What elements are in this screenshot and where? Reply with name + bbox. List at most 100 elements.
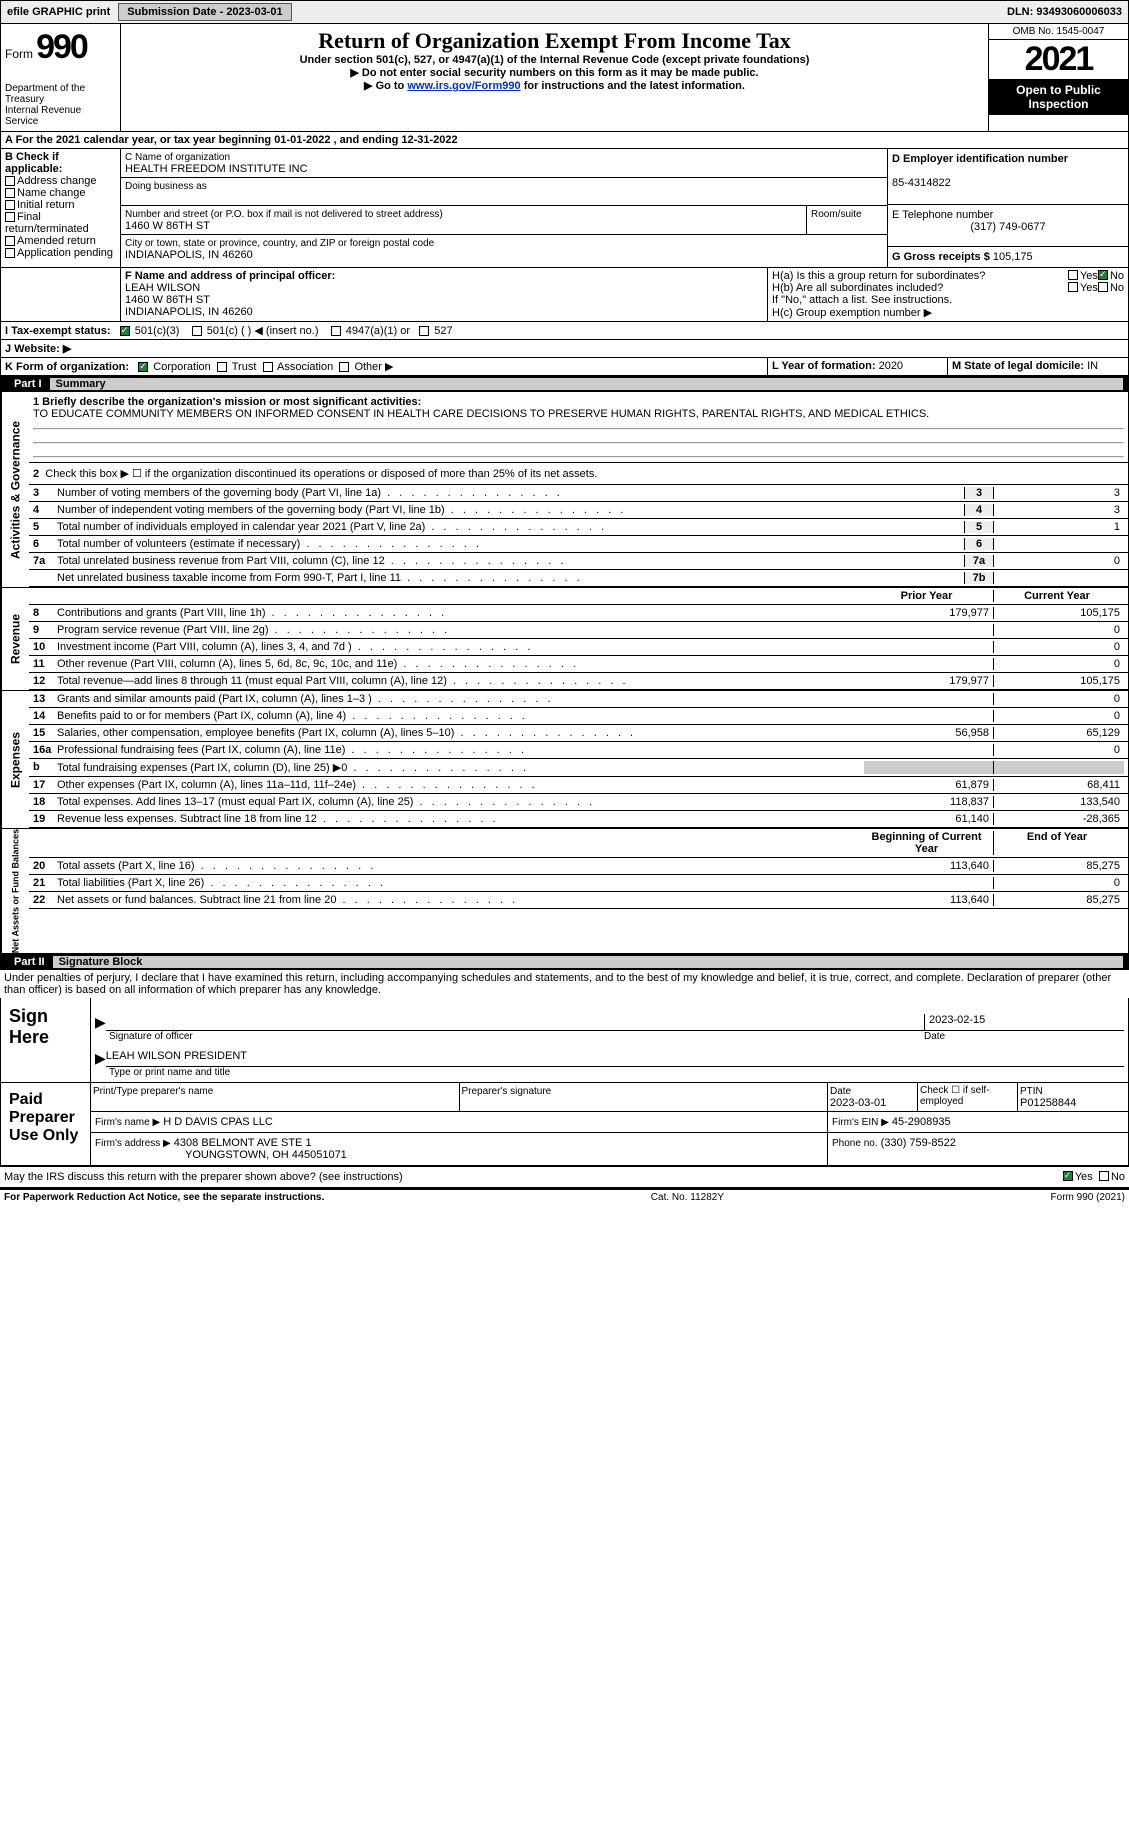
- org-info-row: B Check if applicable: Address change Na…: [0, 149, 1129, 268]
- ha-no[interactable]: [1098, 270, 1108, 280]
- topbar: efile GRAPHIC print Submission Date - 20…: [0, 0, 1129, 24]
- check-527[interactable]: [419, 326, 429, 336]
- table-row: 11 Other revenue (Part VIII, column (A),…: [29, 656, 1128, 673]
- begin-year-header: Beginning of Current Year: [864, 831, 994, 855]
- checkbox-name[interactable]: [5, 188, 15, 198]
- side-revenue: Revenue: [1, 588, 29, 690]
- penalties-text: Under penalties of perjury, I declare th…: [0, 970, 1129, 998]
- table-row: 5 Total number of individuals employed i…: [29, 519, 1128, 536]
- footer: For Paperwork Reduction Act Notice, see …: [0, 1189, 1129, 1205]
- form-org-row: K Form of organization: Corporation Trus…: [0, 358, 1129, 376]
- side-governance: Activities & Governance: [1, 392, 29, 587]
- omb-label: OMB No. 1545-0047: [989, 24, 1128, 40]
- efile-label: efile GRAPHIC print: [1, 6, 116, 18]
- arrow-icon: ▶: [95, 1050, 106, 1067]
- m-label: M State of legal domicile:: [952, 360, 1084, 372]
- dba-label: Doing business as: [125, 181, 207, 192]
- form-subtitle: Under section 501(c), 527, or 4947(a)(1)…: [125, 54, 984, 66]
- expenses-section: Expenses 13 Grants and similar amounts p…: [0, 691, 1129, 829]
- table-row: 9 Program service revenue (Part VIII, li…: [29, 622, 1128, 639]
- netassets-section: Net Assets or Fund Balances Beginning of…: [0, 829, 1129, 954]
- period-row: A For the 2021 calendar year, or tax yea…: [0, 132, 1129, 149]
- room-label: Room/suite: [811, 209, 862, 220]
- irs-link[interactable]: www.irs.gov/Form990: [407, 80, 520, 92]
- preparer-label: Paid Preparer Use Only: [1, 1083, 91, 1165]
- table-row: 8 Contributions and grants (Part VIII, l…: [29, 605, 1128, 622]
- form-title: Return of Organization Exempt From Incom…: [125, 28, 984, 54]
- table-row: 18 Total expenses. Add lines 13–17 (must…: [29, 794, 1128, 811]
- prior-year-header: Prior Year: [864, 590, 994, 602]
- end-year-header: End of Year: [994, 831, 1124, 855]
- h-note: If "No," attach a list. See instructions…: [772, 294, 1124, 306]
- checkbox-amended[interactable]: [5, 236, 15, 246]
- note2-pre: ▶ Go to: [364, 80, 407, 92]
- check-501c[interactable]: [192, 326, 202, 336]
- check-501c3[interactable]: [120, 326, 130, 336]
- part-i-header: Part I Summary: [0, 376, 1129, 392]
- sig-officer-label: Signature of officer: [109, 1031, 924, 1042]
- b-label: B Check if applicable:: [5, 151, 62, 175]
- check-4947[interactable]: [331, 326, 341, 336]
- e-label: E Telephone number: [892, 209, 993, 221]
- hb-no[interactable]: [1098, 282, 1108, 292]
- website-row: J Website: ▶: [0, 340, 1129, 358]
- dept-label: Department of the Treasury: [5, 83, 85, 105]
- officer-addr2: INDIANAPOLIS, IN 46260: [125, 306, 253, 318]
- org-city: INDIANAPOLIS, IN 46260: [125, 249, 253, 261]
- revenue-section: Revenue Prior Year Current Year 8 Contri…: [0, 588, 1129, 691]
- f-label: F Name and address of principal officer:: [125, 270, 335, 282]
- period-text: A For the 2021 calendar year, or tax yea…: [1, 132, 1128, 148]
- hb-yes[interactable]: [1068, 282, 1078, 292]
- submission-button[interactable]: Submission Date - 2023-03-01: [118, 3, 291, 21]
- table-row: 3 Number of voting members of the govern…: [29, 485, 1128, 502]
- hc-label: H(c) Group exemption number ▶: [772, 306, 1124, 319]
- part-ii-title: Signature Block: [53, 956, 1123, 968]
- discuss-no[interactable]: [1099, 1171, 1109, 1181]
- part-ii-header: Part II Signature Block: [0, 954, 1129, 970]
- checkbox-initial[interactable]: [5, 200, 15, 210]
- tax-status-row: I Tax-exempt status: 501(c)(3) 501(c) ( …: [0, 322, 1129, 340]
- form-label: Form: [5, 47, 33, 61]
- check-assoc[interactable]: [263, 362, 273, 372]
- cat-no: Cat. No. 11282Y: [651, 1192, 724, 1203]
- m-value: IN: [1087, 360, 1098, 372]
- addr-label: Number and street (or P.O. box if mail i…: [125, 209, 443, 220]
- checkbox-final[interactable]: [5, 212, 15, 222]
- mission-text: TO EDUCATE COMMUNITY MEMBERS ON INFORMED…: [33, 408, 929, 420]
- table-row: 21 Total liabilities (Part X, line 26) 0: [29, 875, 1128, 892]
- table-row: 15 Salaries, other compensation, employe…: [29, 725, 1128, 742]
- irs-label: Internal Revenue Service: [5, 105, 81, 127]
- open-inspection: Open to Public Inspection: [989, 79, 1128, 115]
- officer-name: LEAH WILSON: [125, 282, 200, 294]
- checkbox-address[interactable]: [5, 176, 15, 186]
- form-footer: Form 990 (2021): [1051, 1192, 1125, 1203]
- note2-post: for instructions and the latest informat…: [521, 80, 745, 92]
- org-name: HEALTH FREEDOM INSTITUTE INC: [125, 163, 308, 175]
- table-row: 14 Benefits paid to or for members (Part…: [29, 708, 1128, 725]
- l-value: 2020: [879, 360, 903, 372]
- hb-label: H(b) Are all subordinates included?: [772, 282, 1068, 294]
- form-note1: ▶ Do not enter social security numbers o…: [125, 66, 984, 79]
- table-row: 19 Revenue less expenses. Subtract line …: [29, 811, 1128, 828]
- table-row: 22 Net assets or fund balances. Subtract…: [29, 892, 1128, 909]
- check-other[interactable]: [339, 362, 349, 372]
- table-row: 4 Number of independent voting members o…: [29, 502, 1128, 519]
- table-row: Net unrelated business taxable income fr…: [29, 570, 1128, 587]
- line2-text: Check this box ▶ ☐ if the organization d…: [45, 468, 597, 480]
- check-corp[interactable]: [138, 362, 148, 372]
- checkbox-pending[interactable]: [5, 248, 15, 258]
- ha-yes[interactable]: [1068, 270, 1078, 280]
- table-row: 17 Other expenses (Part IX, column (A), …: [29, 777, 1128, 794]
- discuss-yes[interactable]: [1063, 1171, 1073, 1181]
- tax-year: 2021: [989, 40, 1128, 79]
- officer-addr1: 1460 W 86TH ST: [125, 294, 210, 306]
- paperwork-notice: For Paperwork Reduction Act Notice, see …: [4, 1192, 324, 1203]
- sig-date: 2023-02-15: [924, 1014, 1124, 1031]
- current-year-header: Current Year: [994, 590, 1124, 602]
- signature-block: Sign Here ▶ 2023-02-15 Signature of offi…: [0, 998, 1129, 1167]
- type-print-label: Type or print name and title: [109, 1067, 1124, 1078]
- ein-value: 85-4314822: [892, 177, 951, 189]
- ha-label: H(a) Is this a group return for subordin…: [772, 270, 1068, 282]
- table-row: 16a Professional fundraising fees (Part …: [29, 742, 1128, 759]
- check-trust[interactable]: [217, 362, 227, 372]
